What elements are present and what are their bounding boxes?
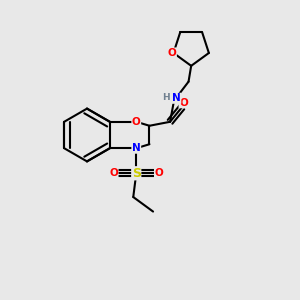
Text: O: O: [168, 48, 176, 58]
Text: O: O: [132, 117, 141, 127]
Text: O: O: [154, 168, 163, 178]
Text: H: H: [162, 93, 170, 102]
Text: N: N: [172, 93, 181, 103]
Text: O: O: [179, 98, 188, 108]
Text: O: O: [109, 168, 118, 178]
Text: S: S: [132, 167, 141, 180]
Text: N: N: [132, 143, 141, 153]
